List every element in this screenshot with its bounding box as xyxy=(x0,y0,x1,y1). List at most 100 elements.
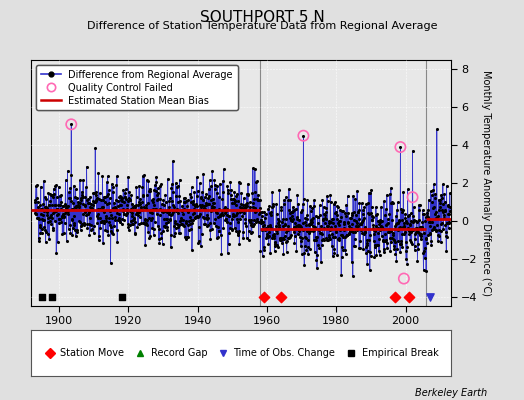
Point xyxy=(77,197,85,203)
Point xyxy=(378,218,386,224)
Point xyxy=(400,229,409,235)
Point xyxy=(275,224,283,230)
Point xyxy=(34,203,42,210)
Point xyxy=(139,204,148,211)
Point xyxy=(198,195,206,201)
Point xyxy=(80,208,89,215)
Point xyxy=(278,235,286,242)
Point xyxy=(164,218,172,225)
Point xyxy=(170,223,178,229)
Point xyxy=(105,187,113,193)
Point xyxy=(366,189,374,196)
Point xyxy=(135,182,144,189)
Point xyxy=(179,195,188,202)
Point xyxy=(167,185,176,192)
Point xyxy=(86,204,95,211)
Point xyxy=(125,227,133,233)
Point xyxy=(406,237,414,243)
Point xyxy=(350,243,358,249)
Point xyxy=(102,218,111,224)
Point xyxy=(332,209,340,215)
Point xyxy=(76,177,84,184)
Point xyxy=(67,198,75,204)
Point xyxy=(35,235,43,241)
Point xyxy=(439,201,447,207)
Point xyxy=(170,220,179,226)
Point xyxy=(221,204,229,210)
Point xyxy=(142,205,150,211)
Point xyxy=(432,208,440,215)
Point xyxy=(304,251,312,257)
Point xyxy=(344,220,352,226)
Point xyxy=(443,211,452,217)
Point xyxy=(178,203,187,209)
Point xyxy=(391,221,400,227)
Point xyxy=(301,234,309,241)
Point xyxy=(82,207,90,214)
Point xyxy=(114,217,123,224)
Point xyxy=(202,202,210,208)
Point xyxy=(348,212,356,218)
Point xyxy=(429,224,438,230)
Point xyxy=(306,203,314,209)
Point xyxy=(374,217,382,224)
Point xyxy=(109,230,117,237)
Point xyxy=(221,208,229,214)
Point xyxy=(171,180,180,186)
Point xyxy=(311,237,320,244)
Point xyxy=(305,246,314,253)
Point xyxy=(102,213,110,219)
Point xyxy=(440,208,449,214)
Point xyxy=(136,201,144,207)
Point xyxy=(383,221,391,228)
Point xyxy=(38,294,46,301)
Point xyxy=(328,216,336,223)
Point xyxy=(343,231,352,238)
Point xyxy=(85,214,94,221)
Point xyxy=(80,220,89,227)
Point xyxy=(300,196,308,202)
Point xyxy=(260,244,268,250)
Point xyxy=(406,222,414,228)
Point xyxy=(175,230,183,236)
Point xyxy=(250,216,258,223)
Point xyxy=(274,220,282,226)
Point xyxy=(137,206,145,212)
Point xyxy=(32,195,41,201)
Point xyxy=(396,144,405,150)
Point xyxy=(62,203,70,210)
Point xyxy=(354,223,362,229)
Point xyxy=(134,220,143,227)
Point xyxy=(296,223,304,230)
Point xyxy=(127,210,136,216)
Point xyxy=(228,227,236,233)
Point xyxy=(76,200,84,206)
Point xyxy=(390,246,399,252)
Point xyxy=(359,216,368,223)
Point xyxy=(114,203,122,209)
Point xyxy=(47,192,55,199)
Point xyxy=(140,221,149,227)
Point xyxy=(347,228,355,234)
Point xyxy=(416,224,424,230)
Point xyxy=(427,238,435,244)
Point xyxy=(352,224,361,230)
Point xyxy=(204,195,212,202)
Point xyxy=(198,202,206,208)
Point xyxy=(444,203,452,209)
Point xyxy=(321,220,329,226)
Point xyxy=(387,239,396,246)
Point xyxy=(361,224,369,230)
Point xyxy=(40,224,49,231)
Point xyxy=(216,180,224,187)
Point xyxy=(354,209,362,216)
Point xyxy=(41,227,49,233)
Point xyxy=(129,220,137,227)
Point xyxy=(132,184,140,190)
Point xyxy=(259,219,267,226)
Point xyxy=(410,226,419,232)
Point xyxy=(184,234,192,240)
Point xyxy=(353,220,361,227)
Point xyxy=(202,216,211,222)
Point xyxy=(34,215,42,221)
